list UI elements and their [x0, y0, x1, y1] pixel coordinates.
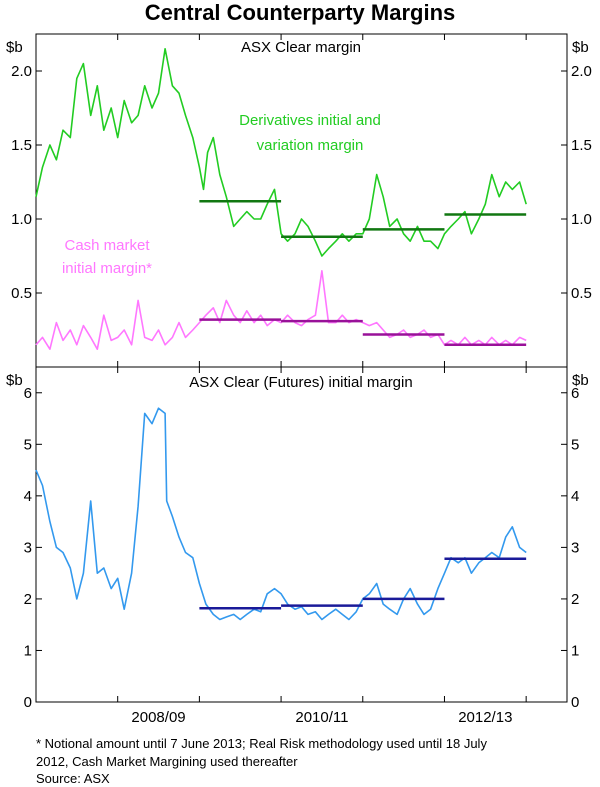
- top-series-line-0: [35, 47, 527, 257]
- bottom-panel-frame: [35, 366, 568, 703]
- bottom-series-line-0: [35, 407, 527, 621]
- bottom-panel-y-axis: 0 0 1 1 2 2 3 3 4 4 5 5 6 6: [24, 385, 580, 711]
- source-note: Source: ASX: [36, 771, 110, 786]
- x-tick-label: 2010/11: [295, 709, 348, 726]
- top-y-tick-label-left: 0.5: [11, 285, 32, 302]
- bottom-panel-averages: [199, 557, 527, 610]
- bottom-y-tick-label-right: 1: [571, 642, 579, 659]
- top-y-tick-label-right: 2.0: [571, 63, 592, 80]
- top-y-tick-label-right: 1.0: [571, 211, 592, 228]
- bottom-y-tick-label-left: 5: [24, 436, 32, 453]
- bottom-y-tick-label-left: 3: [24, 539, 32, 556]
- bottom-left-unit-label: $b: [6, 372, 23, 389]
- bottom-y-tick-label-left: 6: [24, 385, 32, 402]
- top-y-tick-label-left: 1.0: [11, 211, 32, 228]
- derivatives-label-line-1: Derivatives initial and: [239, 112, 381, 129]
- x-tick-label: 2008/09: [131, 709, 185, 726]
- top-series-line-1: [35, 269, 527, 351]
- derivatives-label-line-2: variation margin: [257, 137, 364, 154]
- top-y-tick-label-right: 0.5: [571, 285, 592, 302]
- top-panel-y-axis: 0.5 0.5 1.0 1.0 1.5 1.5 2.0 2.0: [11, 63, 592, 302]
- top-left-unit-label: $b: [6, 39, 23, 56]
- cash-market-label-line-2: initial margin*: [62, 260, 152, 277]
- x-tick-label: 2012/13: [458, 709, 512, 726]
- top-y-tick-label-right: 1.5: [571, 137, 592, 154]
- footnote-line-1: * Notional amount until 7 June 2013; Rea…: [36, 736, 487, 751]
- bottom-y-tick-label-left: 2: [24, 591, 32, 608]
- bottom-y-tick-label-left: 4: [24, 488, 32, 505]
- top-panel-averages: [199, 199, 527, 347]
- top-right-unit-label: $b: [572, 39, 589, 56]
- bottom-panel-series: [35, 407, 527, 621]
- bottom-right-unit-label: $b: [572, 372, 589, 389]
- top-panel-title: ASX Clear margin: [241, 39, 361, 56]
- bottom-y-tick-label-left: 1: [24, 642, 32, 659]
- bottom-y-tick-label-right: 4: [571, 488, 579, 505]
- top-panel-frame: [35, 33, 568, 368]
- cash-market-label-line-1: Cash market: [64, 237, 150, 254]
- bottom-y-tick-label-right: 2: [571, 591, 579, 608]
- chart-title: Central Counterparty Margins: [145, 0, 456, 25]
- top-y-tick-label-left: 2.0: [11, 63, 32, 80]
- top-panel-series: [35, 47, 527, 351]
- bottom-panel-title: ASX Clear (Futures) initial margin: [189, 374, 412, 391]
- bottom-y-tick-label-right: 6: [571, 385, 579, 402]
- bottom-y-tick-label-left: 0: [24, 694, 32, 711]
- x-axis: 2008/09 2010/11 2012/13: [117, 34, 527, 726]
- footnote-line-2: 2012, Cash Market Margining used thereaf…: [36, 754, 298, 769]
- bottom-y-tick-label-right: 5: [571, 436, 579, 453]
- bottom-y-tick-label-right: 0: [571, 694, 579, 711]
- top-y-tick-label-left: 1.5: [11, 137, 32, 154]
- bottom-y-tick-label-right: 3: [571, 539, 579, 556]
